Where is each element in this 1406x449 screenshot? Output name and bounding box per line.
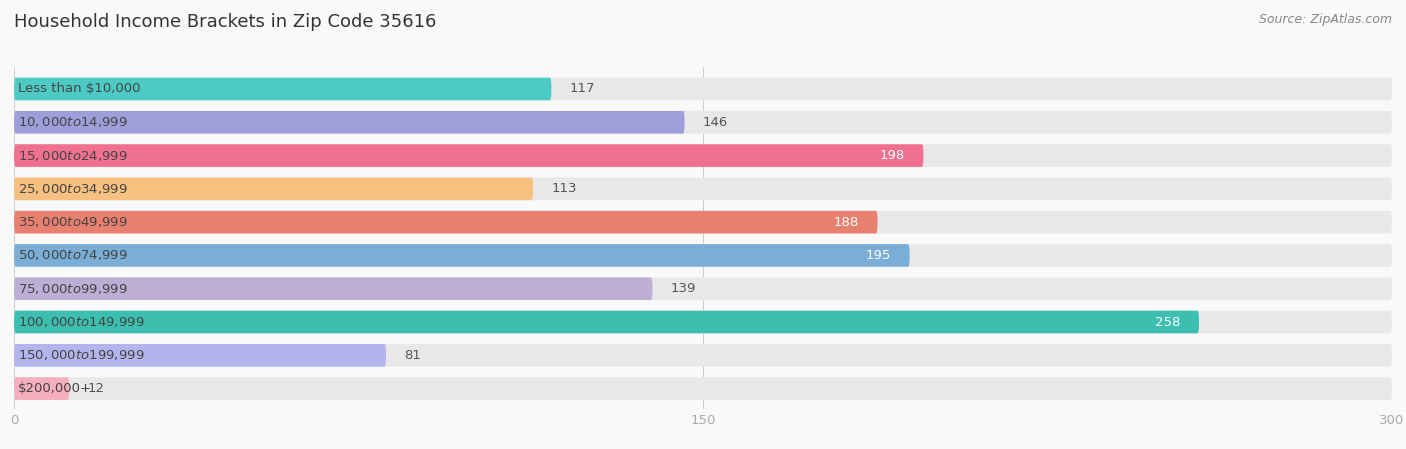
- FancyBboxPatch shape: [14, 111, 685, 134]
- FancyBboxPatch shape: [14, 377, 1392, 400]
- Text: Less than $10,000: Less than $10,000: [18, 83, 141, 96]
- Text: $75,000 to $99,999: $75,000 to $99,999: [18, 282, 128, 296]
- FancyBboxPatch shape: [14, 211, 1392, 233]
- Text: 195: 195: [866, 249, 891, 262]
- Text: 198: 198: [880, 149, 905, 162]
- FancyBboxPatch shape: [14, 311, 1199, 333]
- FancyBboxPatch shape: [14, 78, 551, 100]
- Text: $10,000 to $14,999: $10,000 to $14,999: [18, 115, 128, 129]
- Text: 188: 188: [834, 216, 859, 229]
- FancyBboxPatch shape: [14, 211, 877, 233]
- Text: 12: 12: [87, 382, 104, 395]
- FancyBboxPatch shape: [14, 344, 1392, 367]
- FancyBboxPatch shape: [14, 377, 69, 400]
- FancyBboxPatch shape: [14, 244, 1392, 267]
- FancyBboxPatch shape: [14, 277, 652, 300]
- Text: $150,000 to $199,999: $150,000 to $199,999: [18, 348, 145, 362]
- FancyBboxPatch shape: [14, 177, 533, 200]
- FancyBboxPatch shape: [14, 311, 1392, 333]
- Text: Source: ZipAtlas.com: Source: ZipAtlas.com: [1258, 13, 1392, 26]
- FancyBboxPatch shape: [14, 344, 387, 367]
- Text: $100,000 to $149,999: $100,000 to $149,999: [18, 315, 145, 329]
- FancyBboxPatch shape: [14, 78, 1392, 100]
- Text: $50,000 to $74,999: $50,000 to $74,999: [18, 248, 128, 263]
- FancyBboxPatch shape: [14, 177, 1392, 200]
- Text: 146: 146: [703, 116, 728, 129]
- Text: 117: 117: [569, 83, 595, 96]
- Text: $25,000 to $34,999: $25,000 to $34,999: [18, 182, 128, 196]
- FancyBboxPatch shape: [14, 144, 924, 167]
- Text: Household Income Brackets in Zip Code 35616: Household Income Brackets in Zip Code 35…: [14, 13, 436, 31]
- Text: $15,000 to $24,999: $15,000 to $24,999: [18, 149, 128, 163]
- FancyBboxPatch shape: [14, 144, 1392, 167]
- FancyBboxPatch shape: [14, 277, 1392, 300]
- Text: 139: 139: [671, 282, 696, 295]
- Text: $200,000+: $200,000+: [18, 382, 93, 395]
- Text: $35,000 to $49,999: $35,000 to $49,999: [18, 215, 128, 229]
- Text: 81: 81: [405, 349, 422, 362]
- FancyBboxPatch shape: [14, 244, 910, 267]
- Text: 113: 113: [551, 182, 576, 195]
- FancyBboxPatch shape: [14, 111, 1392, 134]
- Text: 258: 258: [1156, 316, 1181, 329]
